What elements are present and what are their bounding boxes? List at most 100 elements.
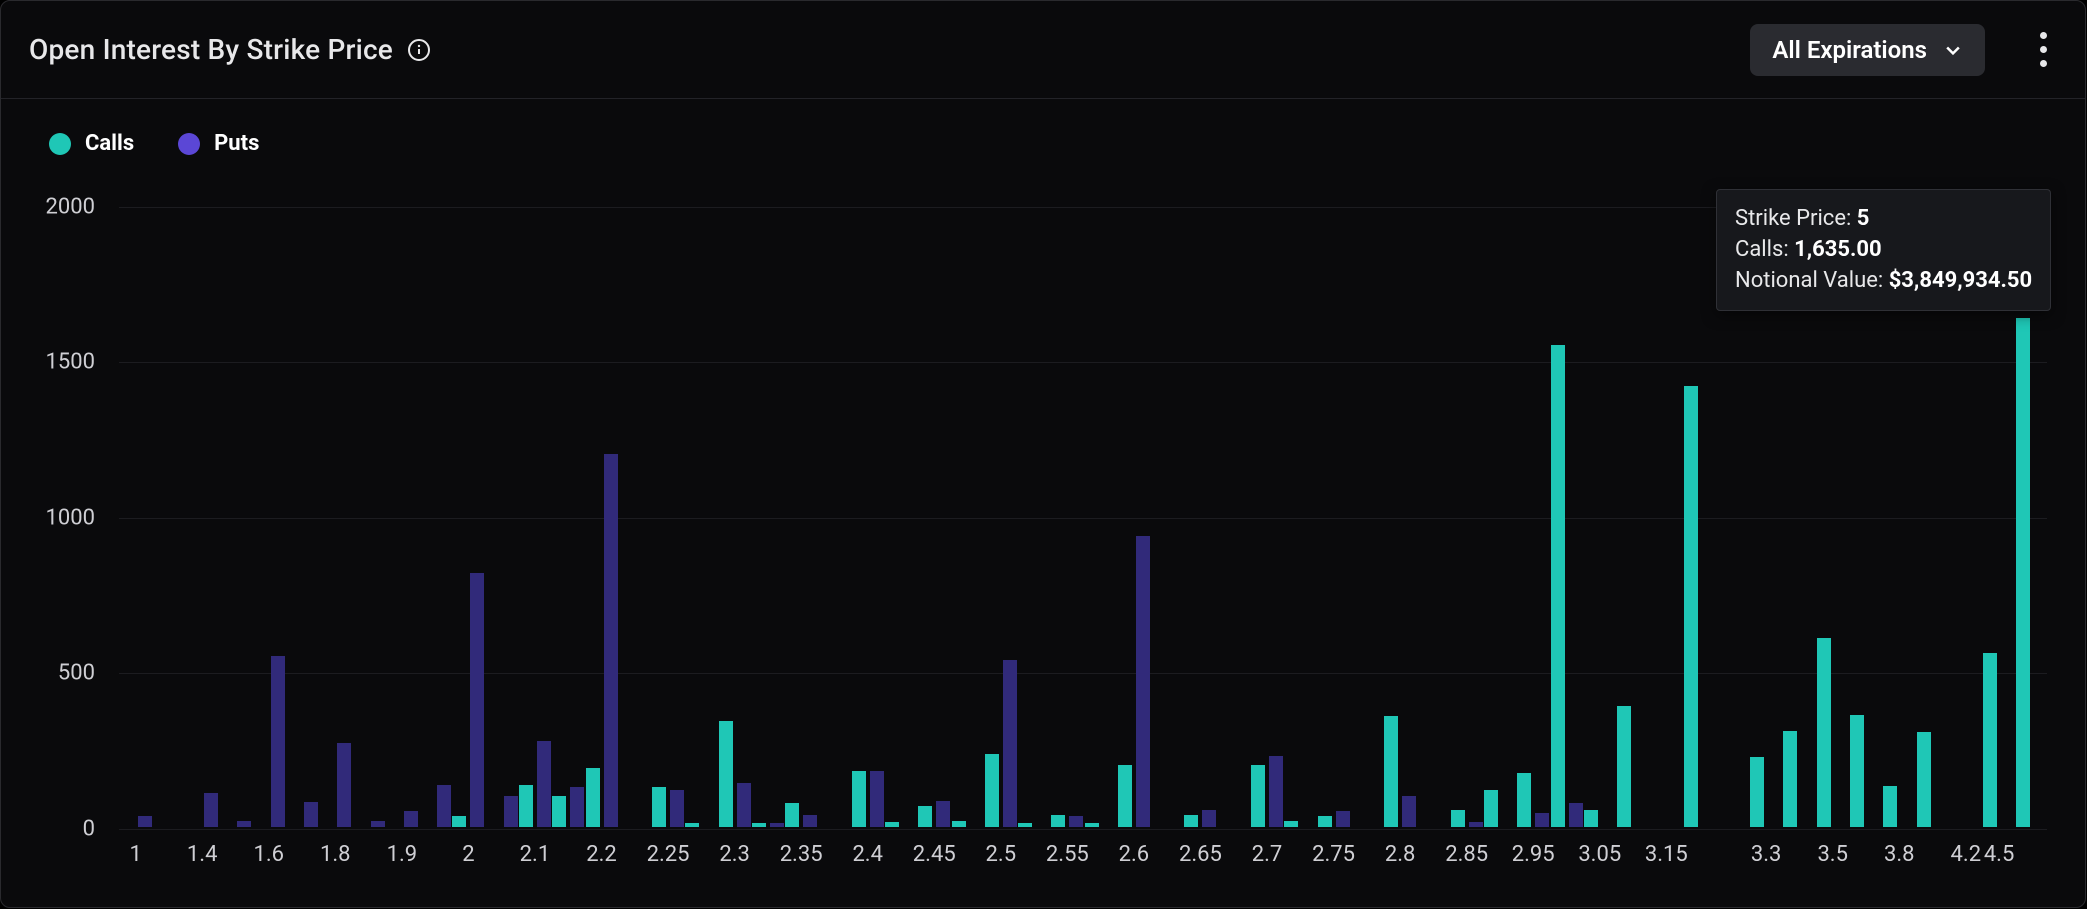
bar-puts[interactable] [271, 656, 285, 827]
bar-puts[interactable] [1402, 796, 1416, 827]
y-axis-label: 0 [29, 817, 109, 842]
bar-calls[interactable] [1118, 765, 1132, 827]
bar-calls[interactable] [452, 816, 466, 827]
x-axis-label: 3.15 [1645, 842, 1688, 867]
bar-puts[interactable] [304, 802, 318, 827]
bar-calls[interactable] [952, 821, 966, 827]
bar-puts[interactable] [537, 741, 551, 827]
bar-calls[interactable] [985, 754, 999, 827]
bar-puts[interactable] [404, 811, 418, 827]
bar-calls[interactable] [852, 771, 866, 827]
bar-calls[interactable] [1983, 653, 1997, 827]
bar-puts[interactable] [1069, 816, 1083, 827]
bar-calls[interactable] [519, 785, 533, 827]
x-axis-label: 2.35 [780, 842, 823, 867]
bar-calls[interactable] [552, 796, 566, 827]
x-axis-label: 2.1 [520, 842, 551, 867]
x-axis-label: 2.45 [913, 842, 956, 867]
legend-item-calls[interactable]: Calls [49, 131, 134, 156]
x-axis-label: 2.25 [647, 842, 690, 867]
x-axis-label: 3.5 [1817, 842, 1848, 867]
bar-calls[interactable] [685, 823, 699, 827]
bar-calls[interactable] [1451, 810, 1465, 827]
bar-calls[interactable] [1284, 821, 1298, 827]
bar-puts[interactable] [1336, 811, 1350, 827]
bar-calls[interactable] [1684, 386, 1698, 827]
bar-puts[interactable] [1202, 810, 1216, 827]
bar-calls[interactable] [586, 768, 600, 827]
x-axis-label: 3.05 [1578, 842, 1621, 867]
x-axis-label: 3.3 [1751, 842, 1782, 867]
bar-puts[interactable] [1136, 536, 1150, 827]
bar-calls[interactable] [1484, 790, 1498, 827]
tooltip-calls-label: Calls: [1735, 237, 1789, 262]
bar-puts[interactable] [437, 785, 451, 827]
bar-puts[interactable] [1469, 822, 1483, 827]
bar-calls[interactable] [652, 787, 666, 827]
bar-calls[interactable] [752, 823, 766, 827]
bar-calls[interactable] [918, 806, 932, 827]
info-icon[interactable] [407, 38, 431, 62]
bar-calls[interactable] [1251, 765, 1265, 827]
bar-calls[interactable] [1617, 706, 1631, 827]
bar-calls[interactable] [1384, 716, 1398, 827]
expiration-dropdown[interactable]: All Expirations [1750, 24, 1985, 76]
y-axis-label: 2000 [29, 194, 109, 219]
bar-calls[interactable] [1883, 786, 1897, 827]
bar-calls[interactable] [1584, 810, 1598, 827]
x-axis-label: 2.7 [1252, 842, 1283, 867]
x-axis-label: 1.6 [253, 842, 284, 867]
bar-puts[interactable] [337, 743, 351, 827]
bar-calls[interactable] [1517, 773, 1531, 827]
bar-calls[interactable] [1018, 823, 1032, 827]
legend: Calls Puts [49, 131, 259, 156]
legend-item-puts[interactable]: Puts [178, 131, 259, 156]
bar-puts[interactable] [1535, 813, 1549, 827]
bar-puts[interactable] [670, 790, 684, 827]
x-axis-label: 4.5 [1984, 842, 2015, 867]
bar-puts[interactable] [1003, 660, 1017, 827]
legend-label-puts: Puts [214, 131, 259, 156]
bar-puts[interactable] [870, 771, 884, 827]
bar-calls[interactable] [1551, 345, 1565, 827]
bar-puts[interactable] [138, 816, 152, 827]
bar-puts[interactable] [204, 793, 218, 827]
more-menu-button[interactable] [2029, 30, 2057, 70]
y-axis-label: 1500 [29, 350, 109, 375]
bar-calls[interactable] [1750, 757, 1764, 827]
bar-calls[interactable] [1318, 816, 1332, 827]
bar-puts[interactable] [604, 454, 618, 827]
x-axis-label: 2.6 [1119, 842, 1150, 867]
bar-calls[interactable] [885, 822, 899, 827]
bar-calls[interactable] [1085, 823, 1099, 827]
bar-calls[interactable] [719, 721, 733, 827]
bar-calls[interactable] [785, 803, 799, 827]
bar-puts[interactable] [371, 821, 385, 827]
bar-calls[interactable] [1184, 815, 1198, 827]
bar-calls[interactable] [2016, 318, 2030, 827]
bar-calls[interactable] [1051, 815, 1065, 827]
tooltip-notional-label: Notional Value: [1735, 268, 1883, 293]
x-axis-label: 1.4 [187, 842, 218, 867]
x-axis-label: 2.95 [1512, 842, 1555, 867]
bar-puts[interactable] [803, 815, 817, 827]
bar-puts[interactable] [504, 796, 518, 827]
card-title: Open Interest By Strike Price [29, 33, 393, 66]
bar-puts[interactable] [237, 821, 251, 827]
legend-swatch-calls [49, 133, 71, 155]
bar-puts[interactable] [1569, 803, 1583, 827]
tooltip-calls-value: 1,635.00 [1794, 237, 1882, 262]
bar-puts[interactable] [470, 573, 484, 827]
tooltip-strike-value: 5 [1857, 206, 1870, 231]
bar-calls[interactable] [1783, 731, 1797, 827]
bar-puts[interactable] [936, 801, 950, 827]
bar-puts[interactable] [570, 787, 584, 827]
bar-puts[interactable] [737, 783, 751, 827]
bar-calls[interactable] [1850, 715, 1864, 827]
bar-puts[interactable] [1269, 756, 1283, 827]
bar-calls[interactable] [1917, 732, 1931, 827]
bar-puts[interactable] [770, 823, 784, 827]
bar-calls[interactable] [1817, 638, 1831, 827]
x-axis-label: 2.2 [586, 842, 617, 867]
x-axis-label: 2.8 [1385, 842, 1416, 867]
